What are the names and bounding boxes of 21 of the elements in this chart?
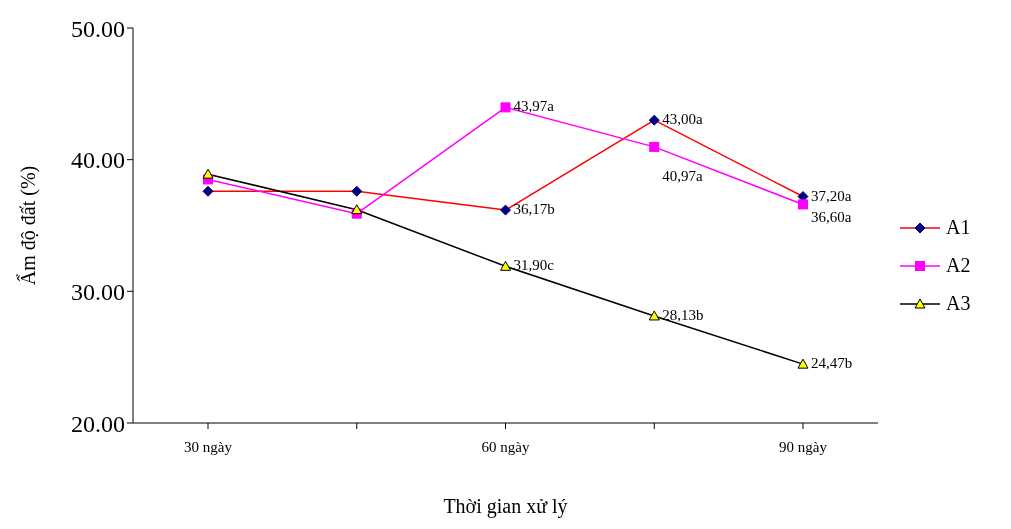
legend-label: A3 xyxy=(946,292,971,315)
data-label: 43,97a xyxy=(513,98,555,115)
data-label: 37,20a xyxy=(811,187,852,204)
x-tick-label: 30 ngày xyxy=(184,438,233,455)
data-label: 36,17b xyxy=(513,201,555,218)
y-tick-label: 30.00 xyxy=(71,278,125,305)
legend-label: A2 xyxy=(946,254,971,277)
data-label: 40,97a xyxy=(662,167,703,184)
y-tick-label: 40.00 xyxy=(71,147,125,174)
y-axis-title: Ẩm độ đất (%) xyxy=(16,165,41,286)
data-label: 31,90c xyxy=(513,257,555,274)
data-label: 28,13b xyxy=(662,306,704,323)
data-label: 43,00a xyxy=(662,111,703,128)
data-label: 24,47b xyxy=(811,355,853,372)
y-tick-label: 20.00 xyxy=(71,410,125,437)
x-tick-label: 60 ngày xyxy=(481,438,530,455)
legend-label: A1 xyxy=(946,216,971,239)
data-label: 36,60a xyxy=(811,209,852,226)
x-tick-label: 90 ngày xyxy=(779,438,828,455)
y-tick-label: 50.00 xyxy=(71,15,125,42)
x-axis-title: Thời gian xử lý xyxy=(443,495,568,518)
